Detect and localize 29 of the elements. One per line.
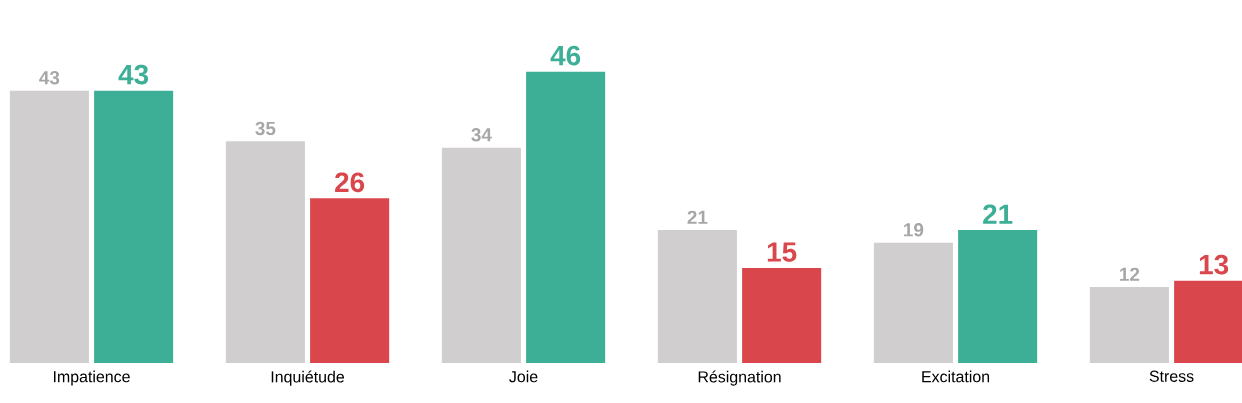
bar bbox=[94, 90, 174, 364]
bar bbox=[9, 90, 89, 364]
data-label: 21 bbox=[983, 204, 1013, 224]
bar bbox=[742, 268, 822, 364]
bar bbox=[873, 242, 953, 364]
data-label: 46 bbox=[550, 45, 581, 66]
x-tick-label: Joie bbox=[509, 370, 538, 383]
data-label: 15 bbox=[767, 242, 797, 262]
x-tick-label: Résignation bbox=[698, 370, 781, 386]
bar bbox=[526, 71, 606, 364]
data-label: 34 bbox=[471, 128, 492, 142]
data-label: 35 bbox=[255, 121, 276, 136]
data-label: 21 bbox=[687, 210, 708, 224]
bar bbox=[958, 230, 1038, 364]
data-label: 19 bbox=[904, 223, 924, 237]
data-label: 12 bbox=[1120, 267, 1140, 281]
x-tick-label: Stress bbox=[1149, 370, 1194, 382]
data-label: 26 bbox=[335, 172, 365, 193]
bar bbox=[1089, 287, 1169, 364]
x-tick-label: Impatience bbox=[53, 370, 130, 386]
data-label: 13 bbox=[1199, 254, 1229, 275]
bar bbox=[310, 198, 390, 364]
x-tick-label: Excitation bbox=[922, 370, 990, 383]
bar bbox=[225, 141, 305, 364]
x-tick-label: Inquiétude bbox=[271, 370, 345, 386]
data-label: 43 bbox=[118, 64, 149, 85]
bar bbox=[441, 147, 521, 364]
bar bbox=[657, 230, 737, 364]
data-label: 43 bbox=[39, 71, 60, 85]
